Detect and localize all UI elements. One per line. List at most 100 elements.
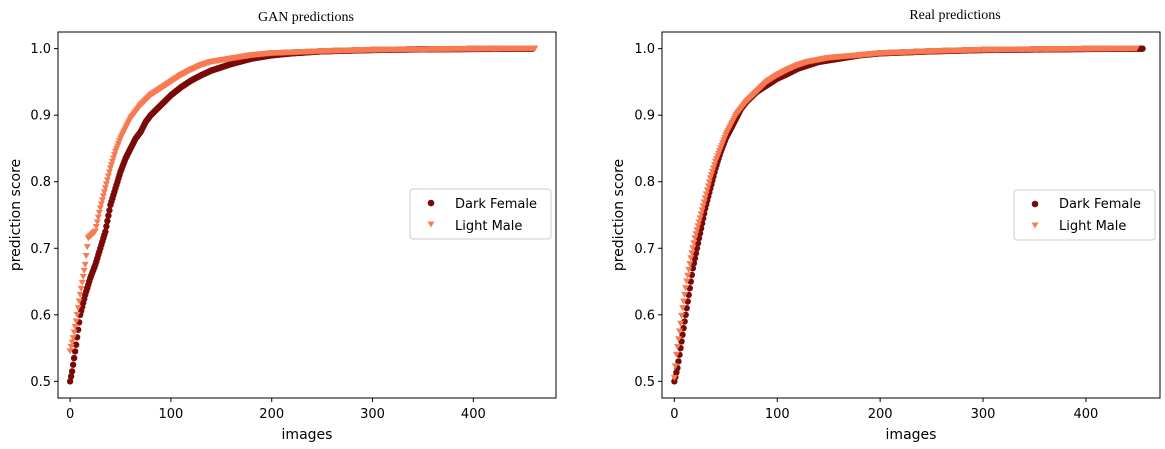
data-point <box>74 305 82 312</box>
data-point <box>678 312 686 319</box>
data-point <box>70 354 78 362</box>
data-point <box>102 228 109 235</box>
data-point <box>96 205 104 212</box>
legend-label-dark-female: Dark Female <box>1059 197 1141 212</box>
data-point <box>697 211 705 218</box>
data-point <box>681 291 689 298</box>
data-point <box>103 177 111 184</box>
legend-box <box>409 188 552 240</box>
data-point <box>683 278 691 285</box>
y-tick-label: 1.0 <box>30 42 51 57</box>
y-ticks: 0.5 0.6 0.7 0.8 0.9 1.0 <box>30 42 58 390</box>
data-point <box>703 187 711 194</box>
data-point <box>696 215 704 222</box>
data-point <box>679 305 687 312</box>
data-point <box>67 343 75 350</box>
chart-gan: GAN predictions 0 100 200 300 400 0.50.60.70… <box>8 10 557 443</box>
data-point <box>66 378 74 385</box>
data-point <box>93 219 101 226</box>
data-point <box>710 162 718 169</box>
y-tick-label: 0.7 <box>634 242 655 257</box>
x-tick-label: 0 <box>66 407 74 422</box>
data-point <box>69 361 77 368</box>
legend-marker-dark-female <box>427 199 435 207</box>
data-point <box>687 255 695 262</box>
series-light-male <box>670 45 1140 382</box>
series-light-male <box>66 45 539 355</box>
data-point <box>699 203 707 210</box>
plot-frame <box>661 31 1161 399</box>
x-tick-label: 300 <box>971 407 996 422</box>
data-point <box>1132 45 1140 52</box>
data-point <box>675 358 682 365</box>
data-point <box>75 298 83 305</box>
data-point <box>674 336 682 343</box>
y-ticks: 0.5 0.6 0.7 0.8 0.9 1.0 <box>634 42 662 390</box>
data-point <box>672 351 680 358</box>
data-point <box>700 199 708 206</box>
data-point <box>694 223 702 230</box>
data-point <box>708 168 716 175</box>
data-point <box>82 253 90 260</box>
data-point <box>97 201 105 208</box>
data-point <box>709 165 717 172</box>
x-ticks: 0 100 200 300 400 <box>66 398 486 422</box>
data-point <box>680 298 688 305</box>
y-tick-label: 0.5 <box>634 375 655 390</box>
chart-real: Real predictions 0 100 200 300 400 0.5 0.6 0.7… <box>611 8 1161 443</box>
legend-marker-dark-female <box>1031 200 1039 208</box>
data-point <box>707 172 715 179</box>
x-axis-label: images <box>282 427 333 443</box>
legend: Dark Female Light Male <box>409 188 552 240</box>
y-tick-label: 0.9 <box>634 109 655 124</box>
data-point <box>76 291 84 298</box>
data-point <box>110 152 118 159</box>
data-point <box>73 311 81 318</box>
data-point <box>66 348 74 355</box>
data-point <box>695 219 703 226</box>
marks-layer <box>670 45 1146 385</box>
data-point <box>109 155 117 162</box>
legend-box <box>1013 189 1156 241</box>
legend-marker-light-male <box>1031 222 1039 229</box>
data-point <box>106 207 113 214</box>
x-tick-label: 200 <box>868 407 893 422</box>
y-tick-label: 0.6 <box>30 308 51 323</box>
data-point <box>77 285 85 292</box>
y-tick-label: 0.6 <box>634 308 655 323</box>
data-point <box>686 261 694 268</box>
x-tick-label: 300 <box>360 407 385 422</box>
data-point <box>693 227 701 234</box>
legend-label-light-male: Light Male <box>1059 219 1126 234</box>
data-point <box>80 267 88 274</box>
y-tick-label: 0.8 <box>30 175 51 190</box>
x-tick-label: 200 <box>259 407 284 422</box>
data-point <box>68 339 76 346</box>
data-point <box>99 193 107 200</box>
y-tick-label: 0.7 <box>30 242 51 257</box>
data-point <box>105 212 112 219</box>
data-point <box>104 173 112 180</box>
data-point <box>698 207 706 214</box>
legend: Dark Female Light Male <box>1013 189 1156 241</box>
data-point <box>94 214 102 221</box>
data-point <box>704 183 712 190</box>
data-point <box>92 223 100 230</box>
data-point <box>670 375 678 382</box>
data-point <box>684 272 692 279</box>
x-tick-label: 0 <box>670 407 678 422</box>
data-point <box>690 240 698 247</box>
y-axis-label: prediction score <box>611 159 627 271</box>
data-point <box>689 265 697 272</box>
data-point <box>101 185 109 192</box>
legend-marker-light-male <box>427 221 435 228</box>
data-point <box>691 235 699 242</box>
data-point <box>681 318 688 325</box>
legend-label-light-male: Light Male <box>455 219 522 234</box>
data-point <box>102 181 110 188</box>
y-tick-label: 1.0 <box>634 42 655 57</box>
data-point <box>682 285 690 292</box>
x-tick-label: 400 <box>1074 407 1099 422</box>
chart-title: GAN predictions <box>258 10 354 25</box>
